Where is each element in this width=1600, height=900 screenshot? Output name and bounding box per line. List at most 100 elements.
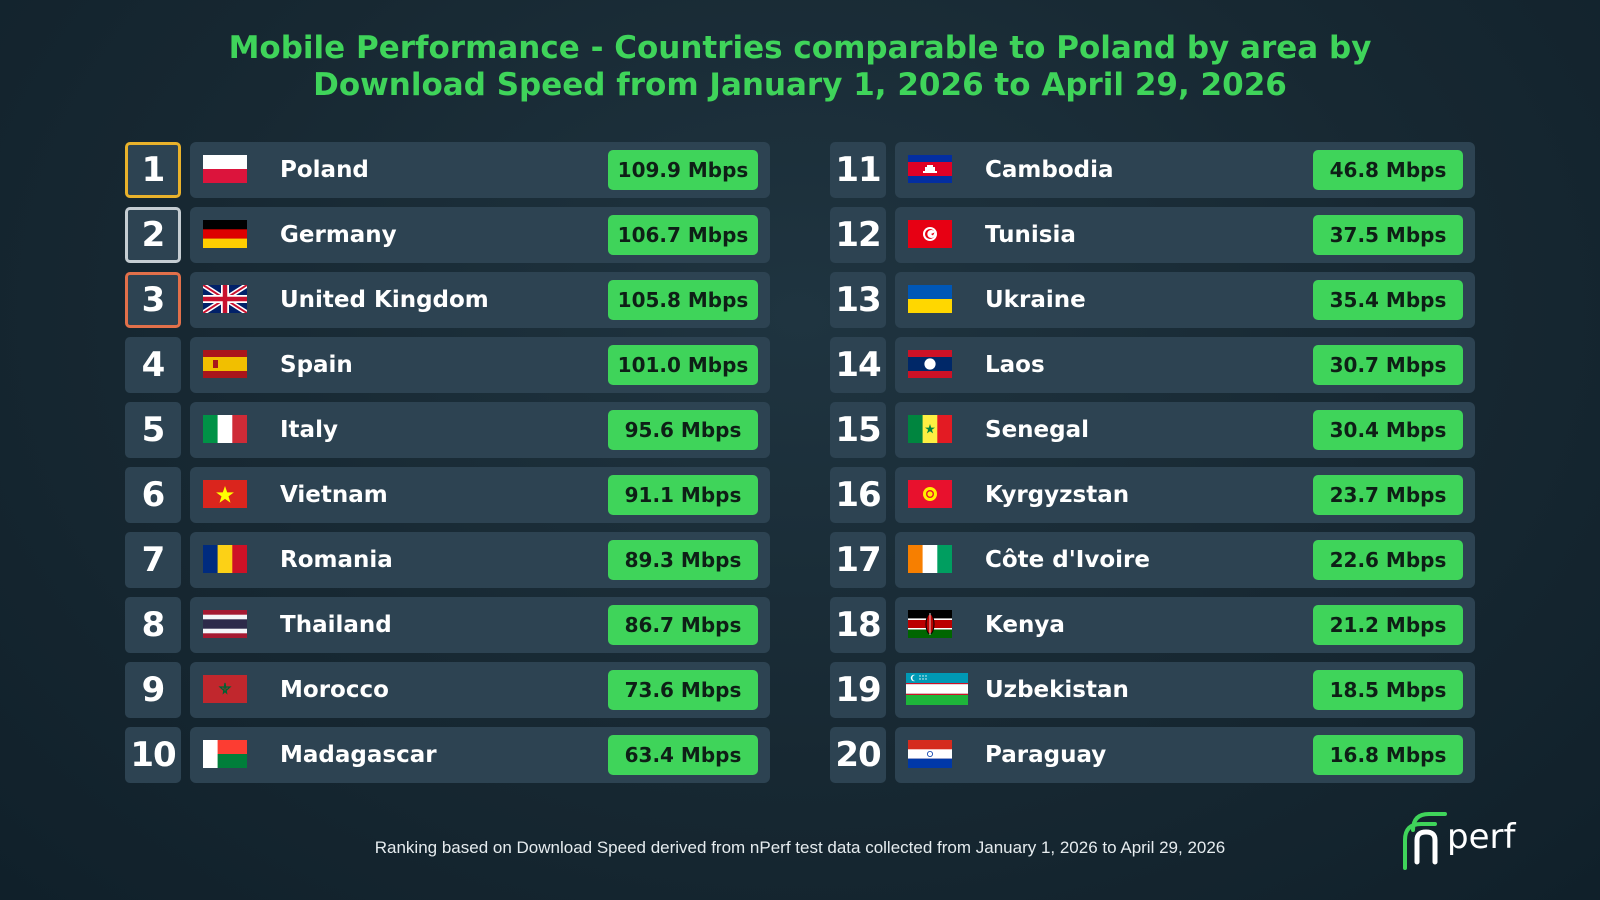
download-speed-value: 101.0 Mbps	[608, 345, 758, 385]
download-speed-value: 18.5 Mbps	[1313, 670, 1463, 710]
country-bar: Uzbekistan 18.5 Mbps	[895, 662, 1475, 718]
country-bar: Paraguay 16.8 Mbps	[895, 727, 1475, 783]
nperf-logo: perf	[1395, 810, 1575, 872]
rank-number: 14	[830, 337, 886, 393]
country-name: Laos	[985, 352, 1045, 378]
table-row: 20 Paraguay 16.8 Mbps	[830, 727, 1475, 783]
ukraine-flag-icon	[908, 285, 952, 313]
download-speed-value: 21.2 Mbps	[1313, 605, 1463, 645]
table-row: 2 Germany 106.7 Mbps	[125, 207, 770, 263]
senegal-flag-icon	[908, 415, 952, 443]
country-bar: Spain 101.0 Mbps	[190, 337, 770, 393]
country-bar: Kyrgyzstan 23.7 Mbps	[895, 467, 1475, 523]
download-speed-value: 105.8 Mbps	[608, 280, 758, 320]
country-bar: Madagascar 63.4 Mbps	[190, 727, 770, 783]
rank-number: 16	[830, 467, 886, 523]
vietnam-flag-icon	[203, 480, 247, 508]
table-row: 14 Laos 30.7 Mbps	[830, 337, 1475, 393]
ranking-column-right: 11 Cambodia 46.8 Mbps 12 Tunisia 37.5 Mbps 13 U…	[830, 142, 1475, 792]
table-row: 4 Spain 101.0 Mbps	[125, 337, 770, 393]
table-row: 7 Romania 89.3 Mbps	[125, 532, 770, 588]
download-speed-value: 30.7 Mbps	[1313, 345, 1463, 385]
country-bar: Vietnam 91.1 Mbps	[190, 467, 770, 523]
country-name: Vietnam	[280, 482, 388, 508]
rank-number: 13	[830, 272, 886, 328]
rank-number: 20	[830, 727, 886, 783]
cote-divoire-flag-icon	[908, 545, 952, 573]
table-row: 12 Tunisia 37.5 Mbps	[830, 207, 1475, 263]
paraguay-flag-icon	[908, 740, 952, 768]
rank-number: 19	[830, 662, 886, 718]
logo-text: perf	[1447, 817, 1516, 857]
chart-title: Mobile Performance - Countries comparabl…	[0, 30, 1600, 104]
country-name: Spain	[280, 352, 353, 378]
download-speed-value: 63.4 Mbps	[608, 735, 758, 775]
download-speed-value: 95.6 Mbps	[608, 410, 758, 450]
germany-flag-icon	[203, 220, 247, 248]
country-name: Ukraine	[985, 287, 1086, 313]
romania-flag-icon	[203, 545, 247, 573]
country-name: United Kingdom	[280, 287, 489, 313]
table-row: 8 Thailand 86.7 Mbps	[125, 597, 770, 653]
rank-number: 15	[830, 402, 886, 458]
rank-number: 6	[125, 467, 181, 523]
country-bar: Kenya 21.2 Mbps	[895, 597, 1475, 653]
country-bar: Romania 89.3 Mbps	[190, 532, 770, 588]
rank-number: 8	[125, 597, 181, 653]
table-row: 17 Côte d'Ivoire 22.6 Mbps	[830, 532, 1475, 588]
download-speed-value: 16.8 Mbps	[1313, 735, 1463, 775]
country-name: Senegal	[985, 417, 1090, 443]
italy-flag-icon	[203, 415, 247, 443]
country-bar: Italy 95.6 Mbps	[190, 402, 770, 458]
madagascar-flag-icon	[203, 740, 247, 768]
table-row: 15 Senegal 30.4 Mbps	[830, 402, 1475, 458]
country-name: Germany	[280, 222, 397, 248]
nperf-logo-icon: perf	[1403, 812, 1516, 870]
table-row: 10 Madagascar 63.4 Mbps	[125, 727, 770, 783]
download-speed-value: 89.3 Mbps	[608, 540, 758, 580]
cambodia-flag-icon	[908, 155, 952, 183]
country-bar: Germany 106.7 Mbps	[190, 207, 770, 263]
rank-number: 1	[125, 142, 181, 198]
country-name: Poland	[280, 157, 369, 183]
rank-number: 3	[125, 272, 181, 328]
download-speed-value: 86.7 Mbps	[608, 605, 758, 645]
country-name: Côte d'Ivoire	[985, 547, 1150, 573]
title-line-1: Mobile Performance - Countries comparabl…	[228, 30, 1372, 66]
country-name: Thailand	[280, 612, 392, 638]
download-speed-value: 73.6 Mbps	[608, 670, 758, 710]
laos-flag-icon	[908, 350, 952, 378]
rank-number: 18	[830, 597, 886, 653]
rank-number: 11	[830, 142, 886, 198]
country-bar: Cambodia 46.8 Mbps	[895, 142, 1475, 198]
country-bar: Poland 109.9 Mbps	[190, 142, 770, 198]
table-row: 1 Poland 109.9 Mbps	[125, 142, 770, 198]
table-row: 19 Uzbekistan 18.5 Mbps	[830, 662, 1475, 718]
country-bar: Thailand 86.7 Mbps	[190, 597, 770, 653]
table-row: 13 Ukraine 35.4 Mbps	[830, 272, 1475, 328]
country-bar: Laos 30.7 Mbps	[895, 337, 1475, 393]
country-name: Morocco	[280, 677, 389, 703]
country-name: Kyrgyzstan	[985, 482, 1130, 508]
uzbekistan-flag-icon	[906, 673, 968, 705]
country-bar: Tunisia 37.5 Mbps	[895, 207, 1475, 263]
table-row: 5 Italy 95.6 Mbps	[125, 402, 770, 458]
table-row: 9 Morocco 73.6 Mbps	[125, 662, 770, 718]
footnote: Ranking based on Download Speed derived …	[374, 838, 1226, 857]
download-speed-value: 106.7 Mbps	[608, 215, 758, 255]
rank-number: 12	[830, 207, 886, 263]
kenya-flag-icon	[908, 610, 952, 638]
country-name: Uzbekistan	[985, 677, 1129, 703]
country-bar: Morocco 73.6 Mbps	[190, 662, 770, 718]
morocco-flag-icon	[203, 675, 247, 703]
ranking-column-left: 1 Poland 109.9 Mbps 2 Germany 106.7 Mbps 3 Unit…	[125, 142, 770, 792]
table-row: 11 Cambodia 46.8 Mbps	[830, 142, 1475, 198]
rank-number: 7	[125, 532, 181, 588]
rank-number: 17	[830, 532, 886, 588]
poland-flag-icon	[203, 155, 247, 183]
download-speed-value: 35.4 Mbps	[1313, 280, 1463, 320]
thailand-flag-icon	[203, 610, 247, 638]
rank-number: 5	[125, 402, 181, 458]
table-row: 3 United Kingdom 105.8 Mbps	[125, 272, 770, 328]
download-speed-value: 46.8 Mbps	[1313, 150, 1463, 190]
